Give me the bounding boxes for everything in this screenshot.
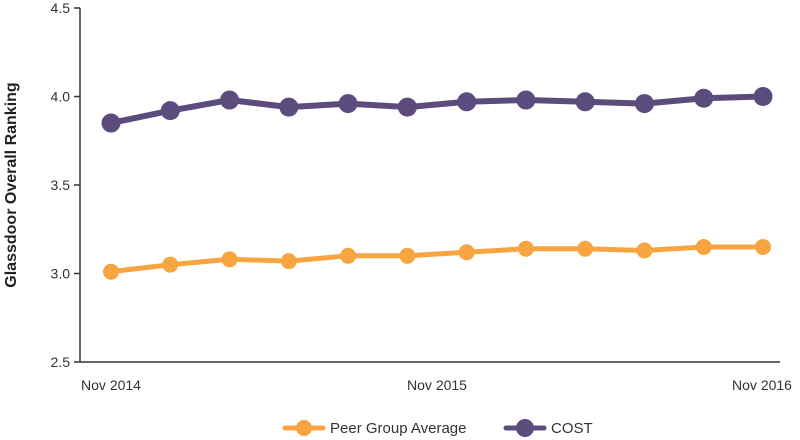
- y-ticks: 2.5 3.0 3.5 4.0 4.5: [51, 0, 80, 370]
- data-point: [280, 253, 297, 270]
- data-point: [101, 113, 121, 133]
- data-point: [279, 97, 299, 117]
- series-line: [108, 244, 766, 275]
- legend-label: Peer Group Average: [330, 420, 466, 437]
- data-point: [695, 238, 712, 255]
- data-point: [458, 244, 475, 261]
- y-axis-label: Glassdoor Overall Ranking: [3, 82, 20, 287]
- data-point: [340, 247, 357, 264]
- y-tick-label: 3.0: [51, 266, 71, 282]
- data-point: [575, 92, 595, 112]
- legend: Peer Group Average COST: [282, 419, 593, 437]
- data-point: [577, 240, 594, 257]
- y-tick-label: 4.0: [51, 89, 71, 105]
- data-point: [694, 88, 714, 108]
- data-point: [634, 94, 654, 114]
- data-point: [753, 87, 773, 106]
- legend-item: Peer Group Average: [282, 420, 466, 437]
- legend-label: COST: [551, 420, 593, 437]
- data-point: [103, 263, 119, 280]
- legend-swatch-marker: [296, 420, 312, 436]
- y-tick-label: 4.5: [51, 0, 71, 16]
- x-ticks: Nov 2014 Nov 2015 Nov 2016: [81, 377, 792, 393]
- x-tick-label: Nov 2015: [407, 377, 467, 393]
- x-tick-label: Nov 2016: [732, 377, 792, 393]
- data-point: [755, 238, 771, 255]
- data-point: [399, 247, 416, 264]
- legend-item: COST: [503, 419, 593, 437]
- data-point: [160, 101, 180, 121]
- data-point: [221, 251, 238, 268]
- data-point: [338, 94, 358, 114]
- data-point: [397, 97, 417, 117]
- data-point: [636, 242, 653, 259]
- y-tick-label: 3.5: [51, 177, 71, 193]
- axes: [79, 8, 780, 363]
- series-layer: [101, 87, 773, 280]
- data-point: [517, 240, 534, 257]
- data-point: [457, 92, 477, 112]
- series-cost: [101, 87, 773, 133]
- data-point: [516, 90, 536, 110]
- data-point: [162, 256, 179, 273]
- legend-swatch-marker: [516, 419, 534, 437]
- y-tick-label: 2.5: [51, 354, 71, 370]
- x-tick-label: Nov 2014: [81, 377, 141, 393]
- series-line: [108, 93, 766, 126]
- data-point: [220, 90, 240, 110]
- series-peer-group-average: [103, 238, 771, 280]
